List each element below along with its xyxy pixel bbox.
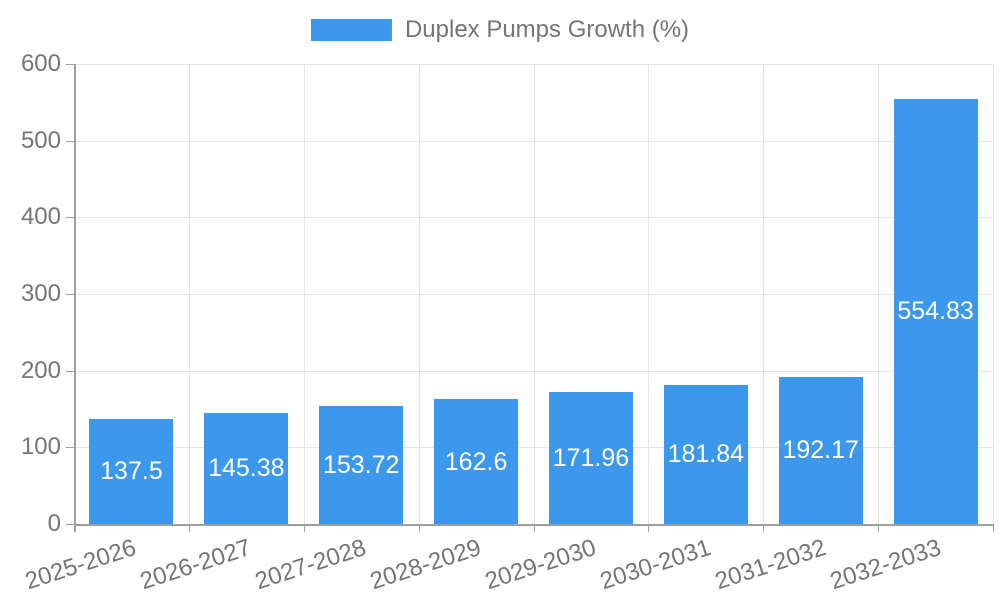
bar-value-label: 171.96: [552, 444, 630, 473]
bar[interactable]: [89, 418, 174, 524]
y-tick-mark: [66, 140, 74, 142]
v-gridline: [418, 64, 420, 524]
y-tick-label: 0: [47, 510, 61, 537]
x-tick-mark: [533, 524, 535, 532]
bar-value-label: 192.17: [782, 436, 859, 465]
y-tick-label: 500: [20, 126, 61, 154]
y-tick-mark: [66, 64, 74, 65]
bar[interactable]: [434, 399, 519, 524]
y-tick-mark: [66, 294, 74, 295]
y-tick-mark: [66, 447, 74, 449]
v-gridline: [993, 64, 994, 524]
bar[interactable]: [663, 384, 748, 524]
v-gridline: [648, 64, 650, 524]
x-tick-mark: [763, 524, 765, 532]
legend-swatch: [310, 19, 392, 41]
bar-value-label: 137.5: [100, 457, 163, 486]
v-gridline: [188, 64, 190, 524]
y-tick-mark: [66, 370, 74, 372]
bar-value-label: 145.38: [208, 454, 285, 483]
x-tick-mark: [418, 524, 420, 532]
v-gridline: [763, 64, 765, 524]
y-tick-label: 200: [20, 356, 61, 384]
v-gridline: [878, 64, 880, 524]
legend-item[interactable]: Duplex Pumps Growth (%): [310, 16, 690, 44]
x-tick-mark: [303, 524, 305, 532]
x-tick-mark: [648, 524, 650, 532]
bar-value-label: 162.6: [444, 447, 508, 476]
legend-label: Duplex Pumps Growth (%): [404, 16, 690, 43]
x-tick-mark: [188, 524, 190, 532]
y-tick-label: 300: [20, 280, 61, 307]
y-tick-label: 100: [20, 433, 61, 461]
x-tick-mark: [878, 524, 880, 532]
y-axis-line: [74, 64, 76, 532]
v-gridline: [533, 64, 535, 524]
v-gridline: [303, 64, 305, 524]
bar[interactable]: [548, 392, 633, 524]
y-tick-label: 400: [20, 203, 61, 231]
bar[interactable]: [893, 98, 978, 524]
bar-value-label: 153.72: [322, 451, 400, 480]
bar-value-label: 181.84: [667, 440, 745, 469]
y-tick-mark: [66, 217, 74, 219]
bar[interactable]: [319, 406, 404, 524]
y-tick-label: 600: [20, 50, 61, 77]
x-tick-mark: [993, 524, 994, 532]
y-tick-mark: [66, 524, 74, 525]
bar[interactable]: [204, 412, 289, 524]
x-axis-line: [74, 524, 993, 526]
bar-value-label: 554.83: [897, 297, 974, 326]
bar[interactable]: [778, 376, 863, 524]
